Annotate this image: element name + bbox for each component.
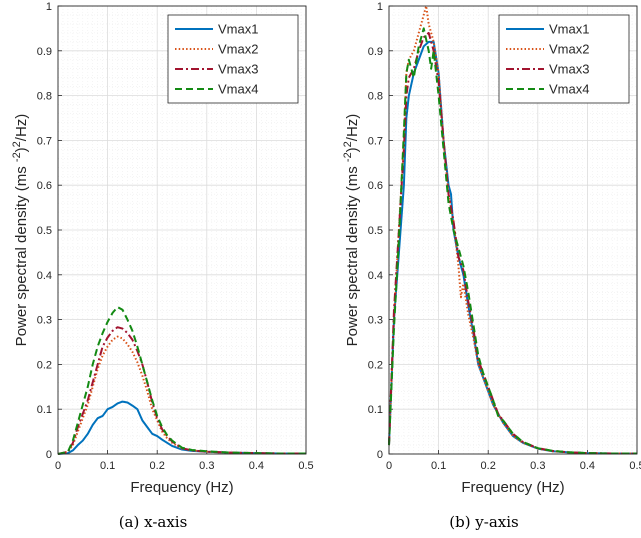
x-tick-label: 0.5 bbox=[629, 460, 641, 472]
y-axis-label: Power spectral density (ms -2)2/Hz) bbox=[342, 114, 361, 347]
legend-label-vmax1: Vmax1 bbox=[218, 22, 258, 37]
y-tick-label: 1 bbox=[377, 1, 383, 13]
x-tick-label: 0.4 bbox=[249, 460, 264, 472]
y-axis-label: Power spectral density (ms -2)2/Hz) bbox=[11, 114, 30, 347]
y-tick-label: 0 bbox=[46, 449, 52, 461]
y-tick-label: 0.2 bbox=[37, 359, 52, 371]
y-tick-label: 0.8 bbox=[37, 91, 52, 103]
legend-label-vmax4: Vmax4 bbox=[549, 82, 589, 97]
y-tick-label: 0.9 bbox=[37, 46, 52, 58]
chart-panel-y-axis: 0 0.1 0.2 0.3 0.4 0.5 0 0.1 0.2 0.3 0.4 0.5 0.6 0.7 0.… bbox=[342, 1, 641, 531]
y-tick-label: 0.3 bbox=[37, 315, 52, 327]
x-axis-label: Frequency (Hz) bbox=[461, 479, 564, 496]
x-tick-label: 0 bbox=[55, 460, 61, 472]
series-lines bbox=[57, 306, 306, 455]
y-tick-label: 0.6 bbox=[368, 180, 383, 192]
y-tick-label: 0.6 bbox=[37, 180, 52, 192]
panel-caption: (b) y-axis bbox=[449, 513, 519, 531]
legend: Vmax1 Vmax2 Vmax3 Vmax4 bbox=[498, 14, 630, 104]
series-line-vmax3 bbox=[388, 31, 637, 455]
y-tick-label: 1 bbox=[46, 1, 52, 13]
series-lines bbox=[388, 5, 637, 455]
x-axis-label: Frequency (Hz) bbox=[130, 479, 233, 496]
x-tick-label: 0 bbox=[386, 460, 392, 472]
x-tick-label: 0.3 bbox=[199, 460, 214, 472]
axes-box bbox=[57, 5, 307, 455]
y-tick-label: 0.2 bbox=[368, 359, 383, 371]
legend-label-vmax2: Vmax2 bbox=[549, 42, 589, 57]
x-tick-label: 0.1 bbox=[100, 460, 115, 472]
x-tick-label: 0.2 bbox=[481, 460, 496, 472]
series-line-vmax3 bbox=[57, 326, 306, 455]
y-tick-label: 0.4 bbox=[368, 270, 383, 282]
y-tick-label: 0.5 bbox=[368, 225, 383, 237]
y-tick-label: 0.7 bbox=[368, 135, 383, 147]
legend-label-vmax1: Vmax1 bbox=[549, 22, 589, 37]
legend-label-vmax3: Vmax3 bbox=[218, 62, 258, 77]
series-line-vmax4 bbox=[388, 27, 637, 455]
y-tick-label: 0.1 bbox=[37, 404, 52, 416]
y-tick-label: 0.9 bbox=[368, 46, 383, 58]
y-tick-label: 0.5 bbox=[37, 225, 52, 237]
legend-label-vmax3: Vmax3 bbox=[549, 62, 589, 77]
y-tick-label: 0.8 bbox=[368, 91, 383, 103]
y-tick-label: 0.1 bbox=[368, 404, 383, 416]
x-tick-label: 0.4 bbox=[580, 460, 595, 472]
chart-panel-x-axis: 0 0.1 0.2 0.3 0.4 0.5 0 0.1 0.2 0.3 0.4 0.5 0.6 0.7 0.… bbox=[11, 1, 314, 531]
series-line-vmax4 bbox=[57, 306, 306, 455]
y-tick-label: 0 bbox=[377, 449, 383, 461]
panel-caption: (a) x-axis bbox=[119, 513, 188, 531]
x-tick-label: 0.5 bbox=[298, 460, 313, 472]
axes-box bbox=[388, 5, 638, 455]
y-tick-label: 0.4 bbox=[37, 270, 52, 282]
legend: Vmax1 Vmax2 Vmax3 Vmax4 bbox=[167, 14, 299, 104]
x-tick-label: 0.3 bbox=[530, 460, 545, 472]
x-tick-label: 0.2 bbox=[150, 460, 165, 472]
x-tick-label: 0.1 bbox=[431, 460, 446, 472]
y-tick-label: 0.3 bbox=[368, 315, 383, 327]
y-tick-label: 0.7 bbox=[37, 135, 52, 147]
legend-label-vmax2: Vmax2 bbox=[218, 42, 258, 57]
legend-label-vmax4: Vmax4 bbox=[218, 82, 258, 97]
